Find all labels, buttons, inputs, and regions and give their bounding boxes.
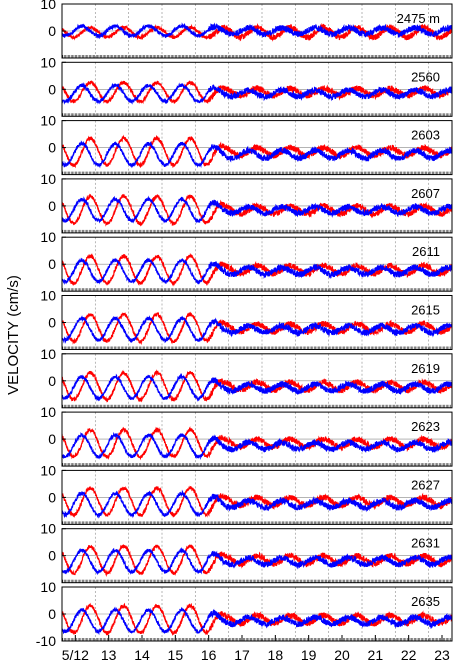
- y-tick-label: 10: [40, 579, 56, 595]
- y-tick-label: 10: [40, 404, 56, 420]
- y-tick-label: 0: [48, 140, 56, 156]
- depth-label: 2475 m: [397, 11, 440, 26]
- series-line-blue: [62, 140, 452, 169]
- x-tick-label: 16: [201, 647, 217, 663]
- depth-label: 2603: [411, 128, 440, 143]
- panel-2623: 10 0 2623: [40, 404, 453, 467]
- panel-2627: 10 0 2627: [40, 462, 453, 525]
- y-tick-label: 0: [48, 489, 56, 505]
- y-tick-label: 0: [48, 198, 56, 214]
- x-axis: 5/12 13 14 15 16 17 18 19 20 21 22 23: [62, 635, 450, 663]
- y-tick-label: 10: [40, 229, 56, 245]
- y-axis-label: VELOCITY (cm/s): [5, 275, 22, 395]
- y-tick-label: -10: [36, 633, 56, 649]
- depth-label: 2560: [411, 69, 440, 84]
- y-tick-label: 10: [40, 0, 56, 12]
- depth-label: 2635: [411, 594, 440, 609]
- y-tick-label: 10: [40, 346, 56, 362]
- x-tick-label: 5/12: [62, 647, 89, 663]
- series-line-blue: [62, 489, 452, 519]
- depth-label: 2627: [411, 477, 440, 492]
- series-line-blue: [62, 257, 452, 285]
- x-tick-label: 13: [101, 647, 117, 663]
- y-tick-label: 10: [40, 288, 56, 304]
- series-line-red: [62, 134, 452, 169]
- series-line-red: [62, 485, 452, 519]
- panel-2560: 10 0 2560: [40, 54, 453, 117]
- y-tick-label: 0: [48, 81, 56, 97]
- x-tick-label: 19: [301, 647, 317, 663]
- panel-2611: 10 0 2611: [40, 229, 453, 292]
- y-tick-label: 10: [40, 462, 56, 478]
- series-line-red: [62, 426, 452, 461]
- x-tick-label: 22: [401, 647, 417, 663]
- series-line-blue: [62, 195, 452, 224]
- y-tick-label: 0: [48, 315, 56, 331]
- x-tick-label: 23: [434, 647, 450, 663]
- y-tick-label: 0: [48, 606, 56, 622]
- y-tick-label: 10: [40, 54, 56, 70]
- y-tick-label: 10: [40, 171, 56, 187]
- y-tick-label: 0: [48, 373, 56, 389]
- depth-label: 2623: [411, 419, 440, 434]
- y-tick-label: 10: [40, 521, 56, 537]
- y-tick-label: 0: [48, 548, 56, 564]
- y-tick-label: 0: [48, 23, 56, 39]
- depth-label: 2611: [412, 244, 440, 259]
- depth-label: 2615: [411, 303, 440, 318]
- panel-2607: 10 0 2607: [40, 171, 453, 234]
- panel-2615: 10 0 2615: [40, 288, 453, 350]
- panel-2475-m: 10 0 2475 m: [40, 0, 453, 59]
- series-line-red: [62, 544, 452, 577]
- series-line-blue: [62, 315, 452, 345]
- y-tick-label: 10: [40, 113, 56, 129]
- series-line-blue: [62, 372, 452, 402]
- y-tick-label: 0: [48, 256, 56, 272]
- depth-label: 2619: [411, 361, 440, 376]
- depth-label: 2607: [411, 186, 440, 201]
- panel-2619: 10 0 2619: [40, 346, 453, 409]
- series-line-blue: [62, 547, 452, 576]
- x-tick-label: 20: [334, 647, 350, 663]
- x-tick-label: 17: [234, 647, 250, 663]
- series-line-blue: [62, 432, 452, 460]
- series-line-blue: [62, 22, 452, 40]
- depth-label: 2631: [411, 536, 440, 551]
- series-line-blue: [62, 82, 452, 105]
- panel-2603: 10 0 2603: [40, 113, 453, 176]
- panel-2635: 10 0 -10 2635: [36, 579, 453, 649]
- series-line-blue: [62, 606, 452, 636]
- x-tick-label: 14: [134, 647, 150, 663]
- x-tick-label: 15: [168, 647, 184, 663]
- x-tick-label: 21: [368, 647, 384, 663]
- panel-2631: 10 0 2631: [40, 521, 453, 584]
- series-line-red: [62, 311, 452, 346]
- panels-group: 10 0 2475 m 10 0 2560 10 0 2603 10 0 2607 10 0 2611 10 0…: [36, 0, 453, 649]
- x-tick-label: 18: [268, 647, 284, 663]
- y-tick-label: 0: [48, 431, 56, 447]
- series-line-red: [62, 369, 452, 403]
